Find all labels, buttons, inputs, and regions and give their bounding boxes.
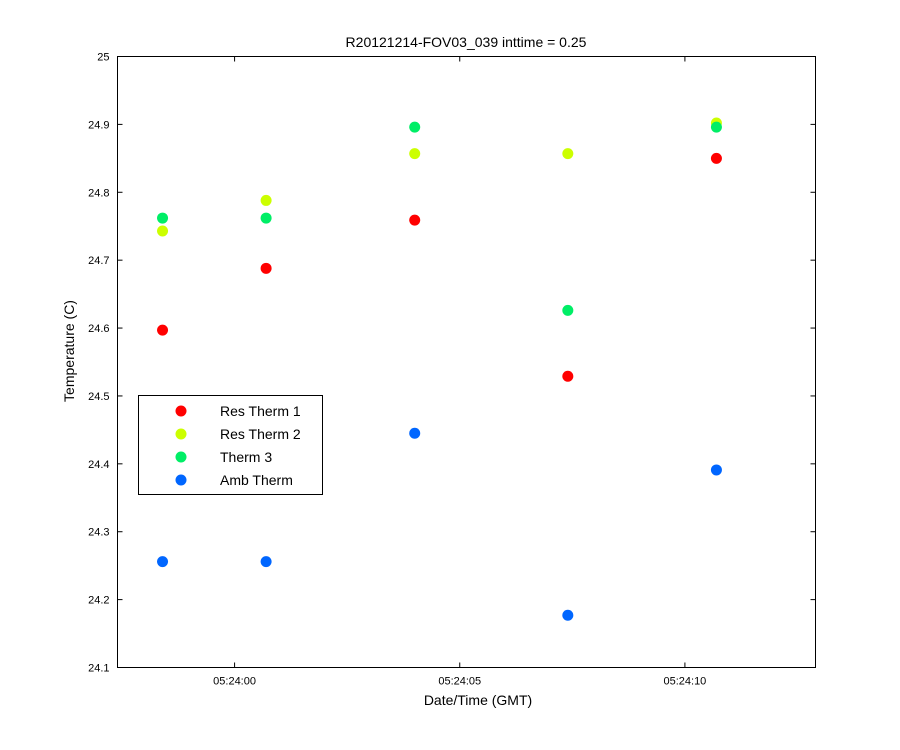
legend-box [138, 395, 323, 495]
point-res-therm-1 [562, 370, 574, 382]
point-res-therm-2 [260, 194, 272, 206]
axis-ticks: 24.1 24.2 24.3 24.4 24.5 24.6 24.7 24.8 24.9 25 05… [88, 52, 816, 688]
point-res-therm-1 [260, 262, 272, 274]
x-tick-label: 05:24:00 [213, 676, 256, 688]
legend-label-amb-therm: Amb Therm [220, 472, 293, 488]
point-amb-therm [710, 464, 722, 476]
point-res-therm-1 [157, 324, 169, 336]
legend-label-therm-3: Therm 3 [220, 449, 272, 465]
y-tick-label: 25 [97, 52, 109, 64]
point-res-therm-2 [409, 148, 421, 160]
point-amb-therm [562, 609, 574, 621]
point-amb-therm [157, 556, 169, 568]
point-therm-3 [260, 212, 272, 224]
point-res-therm-1 [409, 214, 421, 226]
legend-marker-res-therm-1 [175, 405, 187, 417]
legend-label-res-therm-1: Res Therm 1 [220, 403, 301, 419]
y-tick-label: 24.1 [88, 663, 109, 675]
point-amb-therm [409, 427, 421, 439]
point-amb-therm [260, 556, 272, 568]
plot-area [117, 56, 816, 668]
point-res-therm-2 [157, 225, 169, 237]
y-tick-label: 24.7 [88, 255, 109, 267]
y-tick-label: 24.3 [88, 527, 109, 539]
data-points [157, 117, 722, 621]
y-tick-label: 24.2 [88, 595, 109, 607]
y-tick-label: 24.5 [88, 391, 109, 403]
point-therm-3 [409, 121, 421, 133]
legend-marker-amb-therm [175, 474, 187, 486]
point-res-therm-1 [710, 152, 722, 164]
x-axis-title: Date/Time (GMT) [424, 692, 532, 708]
y-tick-label: 24.8 [88, 187, 109, 199]
y-tick-label: 24.9 [88, 119, 109, 131]
legend-marker-res-therm-2 [175, 428, 187, 440]
legend-marker-therm-3 [175, 451, 187, 463]
point-res-therm-2 [562, 148, 574, 160]
point-therm-3 [562, 304, 574, 316]
point-therm-3 [157, 212, 169, 224]
y-axis-title: Temperature (C) [61, 300, 77, 402]
y-tick-label: 24.4 [88, 459, 109, 471]
y-tick-label: 24.6 [88, 323, 109, 335]
x-tick-label: 05:24:10 [663, 676, 706, 688]
point-therm-3 [710, 121, 722, 133]
legend: Res Therm 1 Res Therm 2 Therm 3 Amb Therm [138, 395, 323, 495]
chart-title: R20121214-FOV03_039 inttime = 0.25 [346, 34, 587, 50]
legend-label-res-therm-2: Res Therm 2 [220, 426, 301, 442]
x-tick-label: 05:24:05 [438, 676, 481, 688]
